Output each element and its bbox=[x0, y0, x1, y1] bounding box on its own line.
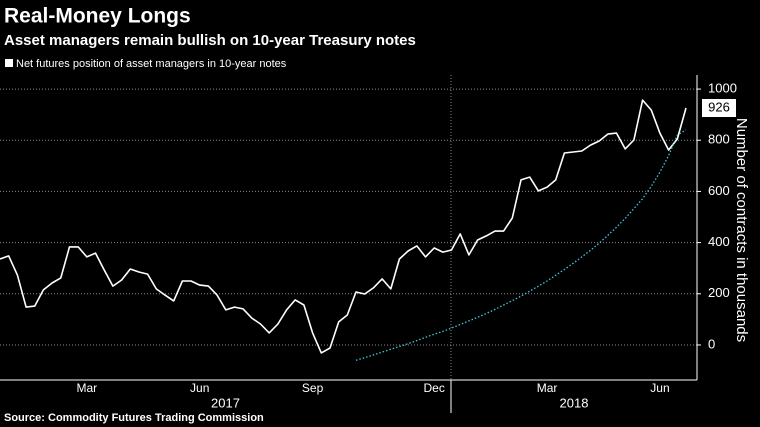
chart-subtitle: Asset managers remain bullish on 10-year… bbox=[4, 32, 416, 49]
x-tick-label: Sep bbox=[302, 381, 324, 395]
y-tick-label: 200 bbox=[708, 285, 730, 300]
legend-swatch bbox=[5, 59, 13, 67]
legend-label: Net futures position of asset managers i… bbox=[16, 58, 287, 70]
y-tick-label: 0 bbox=[708, 336, 715, 351]
y-tick-label: 600 bbox=[708, 183, 730, 198]
series-line bbox=[0, 99, 687, 354]
y-tick-label: 400 bbox=[708, 234, 730, 249]
year-label: 2018 bbox=[560, 395, 589, 410]
x-tick-label: Jun bbox=[190, 381, 209, 395]
x-tick-label: Mar bbox=[537, 381, 558, 395]
y-tick-label: 800 bbox=[708, 132, 730, 147]
x-tick-label: Dec bbox=[424, 381, 445, 395]
source: Source: Commodity Futures Trading Commis… bbox=[4, 412, 264, 424]
x-tick-label: Mar bbox=[76, 381, 97, 395]
x-tick-label: Jun bbox=[650, 381, 669, 395]
y-axis-label: Number of contracts in thousands bbox=[733, 118, 750, 342]
year-label: 2017 bbox=[211, 395, 240, 410]
last-value-box bbox=[702, 99, 736, 118]
y-tick-label: 1000 bbox=[708, 81, 737, 96]
last-value-label: 926 bbox=[708, 99, 730, 114]
chart-title: Real-Money Longs bbox=[4, 5, 191, 28]
